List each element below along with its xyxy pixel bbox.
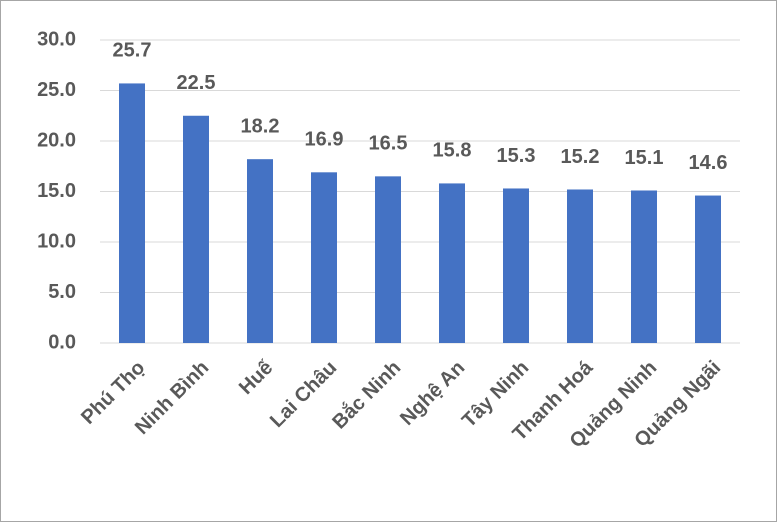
bar <box>375 176 401 343</box>
bar <box>439 183 465 343</box>
y-tick-label: 15.0 <box>37 180 76 202</box>
data-label: 22.5 <box>177 72 216 94</box>
y-tick-label: 30.0 <box>37 28 76 50</box>
data-label: 16.5 <box>369 133 408 155</box>
bar <box>119 83 145 344</box>
y-tick-label: 10.0 <box>37 230 76 252</box>
data-label: 25.7 <box>113 40 152 62</box>
bar <box>503 188 529 343</box>
bar <box>695 195 721 343</box>
bar <box>247 159 273 343</box>
bar <box>631 190 657 343</box>
y-tick-label: 0.0 <box>48 331 76 353</box>
bar <box>311 172 337 343</box>
bar <box>183 115 209 343</box>
data-label: 15.2 <box>561 146 600 168</box>
y-tick-label: 25.0 <box>37 79 76 101</box>
data-label: 16.9 <box>305 129 344 151</box>
bar <box>567 189 593 343</box>
y-tick-label: 20.0 <box>37 129 76 151</box>
data-label: 15.8 <box>433 140 472 162</box>
data-label: 15.3 <box>497 145 536 167</box>
y-tick-label: 5.0 <box>48 281 76 303</box>
data-label: 15.1 <box>625 147 664 169</box>
data-label: 18.2 <box>241 115 280 137</box>
data-label: 14.6 <box>689 152 728 174</box>
